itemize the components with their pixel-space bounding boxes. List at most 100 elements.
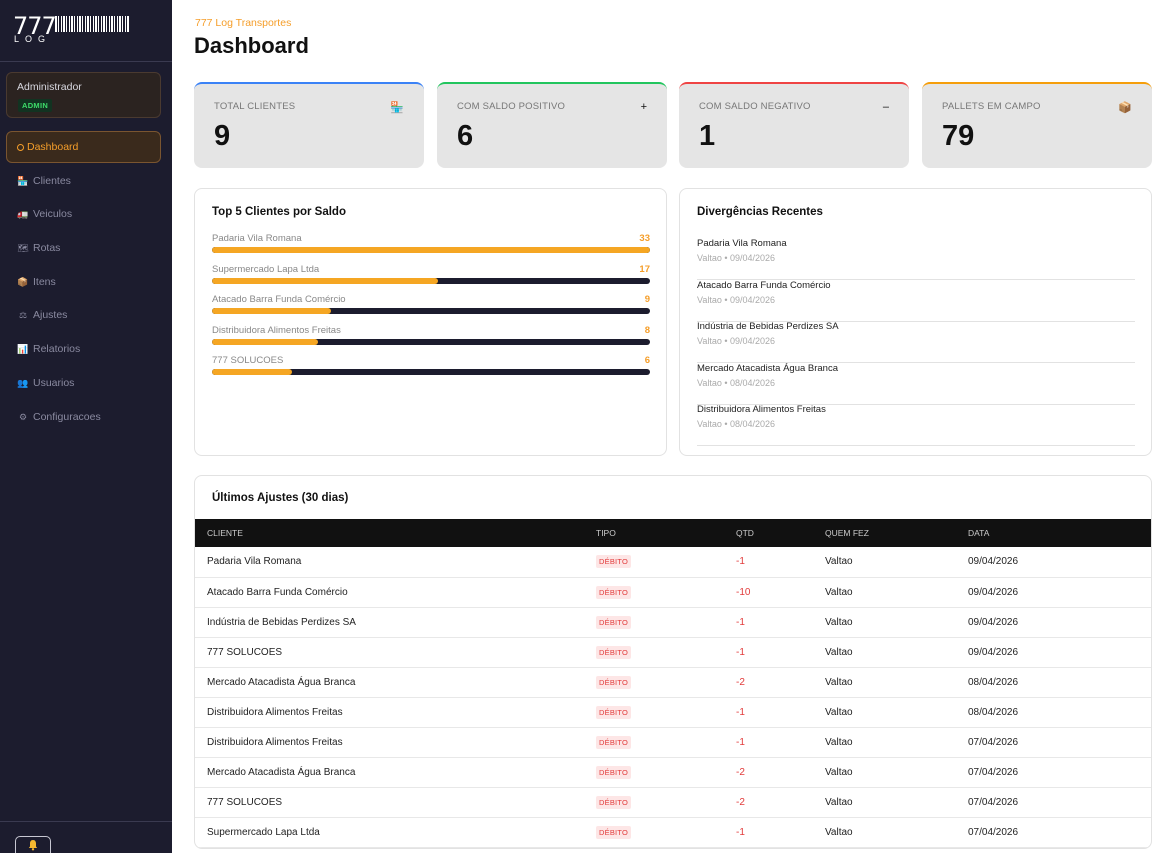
cell-qtd: -2 [736,757,825,788]
divergencia-item[interactable]: Mercado Atacadista Água Branca Valtao • 0… [697,363,1135,405]
tipo-badge: DÉBITO [596,645,631,659]
company-name: 777 Log Transportes [195,17,292,29]
notifications-button[interactable] [15,836,51,853]
box-icon: 📦 [17,276,29,287]
cell-tipo: DÉBITO [596,607,736,638]
cell-tipo: DÉBITO [596,757,736,788]
cell-qtd: -1 [736,817,825,848]
col-data-header[interactable]: DATA [968,528,990,538]
top5-client-name: Distribuidora Alimentos Freitas [212,324,341,336]
cell-cliente: 777 SOLUCOES [195,787,596,818]
divergencia-client: Indústria de Bebidas Perdizes SA [697,321,839,332]
sidebar-item-label: Usuarios [33,376,75,389]
cell-data: 09/04/2026 [968,607,1151,638]
tipo-badge: DÉBITO [596,555,631,569]
top5-bar-track [212,369,650,375]
stat-card-com-saldo-positivo: COM SALDO POSITIVO 6 + [437,82,667,168]
stat-label: COM SALDO NEGATIVO [699,101,811,112]
cell-quem-fez: Valtao [825,787,968,818]
top5-bar-fill [212,369,292,375]
cell-tipo: DÉBITO [596,547,736,578]
table-row[interactable]: 777 SOLUCOES DÉBITO -2 Valtao 07/04/2026 [195,787,1151,818]
truck-icon: 🚛 [17,209,29,220]
cell-cliente: Mercado Atacadista Água Branca [195,757,596,788]
top5-panel: Top 5 Clientes por Saldo Padaria Vila Ro… [194,188,667,456]
sidebar-item-label: Rotas [33,242,61,255]
sidebar-item-dashboard[interactable]: Dashboard [6,131,161,163]
divergencia-client: Distribuidora Alimentos Freitas [697,404,826,415]
cell-quem-fez: Valtao [825,727,968,758]
sidebar-item-configuracoes[interactable]: ⚙ Configuracoes [6,401,161,433]
top5-row: Atacado Barra Funda Comércio 9 [212,294,650,318]
sidebar-item-label: Ajustes [33,309,68,322]
sidebar-item-relatorios[interactable]: 📊 Relatorios [6,333,161,365]
cell-cliente: Padaria Vila Romana [195,547,596,578]
table-row[interactable]: Mercado Atacadista Água Branca DÉBITO -2 Va… [195,667,1151,698]
col-qtd-header[interactable]: QTD [736,528,754,538]
col-tipo-header[interactable]: TIPO [596,528,616,538]
divergencia-meta: Valtao • 09/04/2026 [697,336,776,346]
cell-qtd: -1 [736,547,825,578]
sidebar-item-label: Configuracoes [33,410,101,423]
sidebar-item-label: Dashboard [27,141,79,153]
divergencia-item[interactable]: Atacado Barra Funda Comércio Valtao • 09/… [697,280,1135,322]
logo-number: 777 [13,12,57,40]
cell-cliente: Mercado Atacadista Água Branca [195,667,596,698]
top5-bar-track [212,277,650,284]
table-row[interactable]: Mercado Atacadista Água Branca DÉBITO -2 Va… [195,757,1151,788]
divergencia-item[interactable]: Distribuidora Alimentos Freitas Valtao • … [697,404,1135,446]
sidebar-item-veiculos[interactable]: 🚛 Veiculos [6,198,161,230]
table-row[interactable]: Padaria Vila Romana DÉBITO -1 Valtao 09/04/2… [195,547,1151,578]
sidebar-bottom-divider [0,821,172,822]
cell-data: 09/04/2026 [968,637,1151,668]
table-header-row: CLIENTE TIPO QTD QUEM FEZ DATA [195,519,1151,547]
cell-tipo: DÉBITO [596,817,736,848]
table-row[interactable]: Atacado Barra Funda Comércio DÉBITO -10 Val… [195,577,1151,608]
brand-logo[interactable]: 777 LOG [13,12,163,52]
tipo-badge: DÉBITO [596,795,631,809]
sidebar-item-clientes[interactable]: 🏪 Clientes [6,165,161,197]
sidebar-item-ajustes[interactable]: ⚖ Ajustes [6,299,161,331]
col-cliente-header[interactable]: CLIENTE [207,528,243,538]
sidebar-item-label: Veiculos [33,208,73,221]
sidebar-item-label: Itens [33,275,56,288]
store-icon: 🏪 [17,175,29,186]
cell-cliente: Distribuidora Alimentos Freitas [195,697,596,728]
sidebar-item-itens[interactable]: 📦 Itens [6,266,161,298]
stat-card-pallets-em-campo: PALLETS EM CAMPO 79 📦 [922,82,1152,168]
divergencia-item[interactable]: Padaria Vila Romana Valtao • 09/04/2026 [697,238,1135,280]
tipo-badge: DÉBITO [596,735,631,749]
table-row[interactable]: 777 SOLUCOES DÉBITO -1 Valtao 09/04/2026 [195,637,1151,668]
cell-data: 07/04/2026 [968,757,1151,788]
col-quem-fez-header[interactable]: QUEM FEZ [825,528,869,538]
stat-label: PALLETS EM CAMPO [942,101,1041,112]
cell-qtd: -1 [736,697,825,728]
table-row[interactable]: Indústria de Bebidas Perdizes SA DÉBITO -1… [195,607,1151,638]
sidebar: 777 LOG Administrador ADMIN Dashboard 🏪 Cl… [0,0,172,853]
cell-quem-fez: Valtao [825,667,968,698]
cell-cliente: 777 SOLUCOES [195,637,596,668]
cell-qtd: -1 [736,727,825,758]
sidebar-item-rotas[interactable]: 🗺 Rotas [6,232,161,264]
cell-qtd: -1 [736,607,825,638]
sidebar-nav: Dashboard 🏪 Clientes 🚛 Veiculos 🗺 Rotas 📦 Itens ⚖… [6,131,161,434]
table-row[interactable]: Supermercado Lapa Ltda DÉBITO -1 Valtao 07/0… [195,817,1151,848]
cell-cliente: Atacado Barra Funda Comércio [195,577,596,608]
cell-quem-fez: Valtao [825,577,968,608]
table-row[interactable]: Distribuidora Alimentos Freitas DÉBITO -1 V… [195,727,1151,758]
cell-quem-fez: Valtao [825,697,968,728]
role-badge: ADMIN [18,99,53,112]
tipo-badge: DÉBITO [596,705,631,719]
logo-word: LOG [14,34,52,44]
top5-client-name: 777 SOLUCOES [212,355,284,366]
divergencia-client: Atacado Barra Funda Comércio [697,279,831,291]
divergencia-meta: Valtao • 08/04/2026 [697,419,776,429]
user-box[interactable]: Administrador ADMIN [6,72,161,118]
top5-title: Top 5 Clientes por Saldo [212,206,346,218]
top5-client-value: 9 [644,294,650,305]
top5-row: Padaria Vila Romana 33 [212,233,650,257]
table-row[interactable]: Distribuidora Alimentos Freitas DÉBITO -1 V… [195,697,1151,728]
cell-tipo: DÉBITO [596,787,736,818]
divergencia-item[interactable]: Indústria de Bebidas Perdizes SA Valtao •… [697,321,1135,363]
sidebar-item-usuarios[interactable]: 👥 Usuarios [6,367,161,399]
